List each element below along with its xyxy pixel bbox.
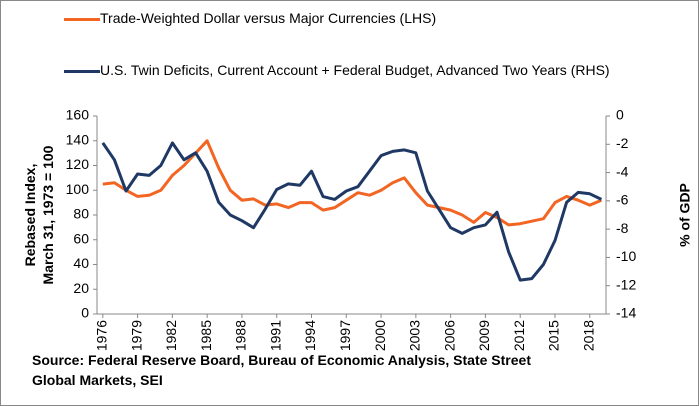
y2-tick-label: 0 — [616, 107, 624, 123]
y-tick-label: 120 — [66, 156, 90, 172]
y2-tick-label: -4 — [616, 163, 629, 179]
y-axis-title-line: March 31, 1973 = 100 — [40, 145, 56, 284]
x-tick-label: 1994 — [302, 320, 318, 351]
y-tick-label: 60 — [73, 230, 89, 246]
x-tick-label: 1991 — [267, 320, 283, 351]
x-tick-label: 1988 — [233, 320, 249, 351]
x-tick-label: 1997 — [337, 320, 353, 351]
y2-tick-label: -14 — [616, 305, 636, 321]
y-tick-label: 140 — [66, 131, 90, 147]
x-tick-label: 1979 — [128, 320, 144, 351]
legend-swatch — [64, 70, 100, 73]
y-tick-label: 160 — [66, 107, 90, 123]
legend-item: Trade-Weighted Dollar versus Major Curre… — [64, 10, 660, 27]
y-axis-title-line: Rebased Index, — [22, 164, 38, 267]
x-tick-label: 1982 — [163, 320, 179, 351]
x-tick-label: 2000 — [372, 320, 388, 351]
y2-axis-title: % of GDP — [677, 183, 693, 247]
x-tick-label: 2003 — [407, 320, 423, 351]
y2-tick-label: -6 — [616, 192, 629, 208]
x-tick-label: 1976 — [94, 320, 110, 351]
y2-tick-label: -10 — [616, 248, 636, 264]
x-tick-label: 2006 — [441, 320, 457, 351]
y2-tick-label: -2 — [616, 135, 629, 151]
x-tick-label: 1985 — [198, 320, 214, 351]
series-line — [102, 139, 602, 227]
x-tick-label: 2012 — [511, 320, 527, 351]
legend-label: Trade-Weighted Dollar versus Major Curre… — [100, 10, 437, 26]
y-tick-label: 80 — [73, 206, 89, 222]
legend-swatch — [64, 18, 100, 21]
source-note: Source: Federal Reserve Board, Bureau of… — [32, 352, 531, 388]
y-tick-label: 0 — [81, 305, 89, 321]
y-axis-title: Rebased Index, March 31, 1973 = 100 — [22, 145, 56, 284]
legend-label: U.S. Twin Deficits, Current Account + Fe… — [100, 62, 610, 78]
x-tick-label: 2009 — [476, 320, 492, 351]
x-tick-label: 2018 — [580, 320, 596, 351]
y2-tick-label: -8 — [616, 220, 629, 236]
y-tick-label: 20 — [73, 280, 89, 296]
y-tick-label: 100 — [66, 181, 90, 197]
series-line — [101, 141, 603, 282]
legend-item: U.S. Twin Deficits, Current Account + Fe… — [64, 62, 660, 79]
y-tick-label: 40 — [73, 255, 89, 271]
x-tick-label: 2015 — [546, 320, 562, 351]
y2-tick-label: -12 — [616, 276, 636, 292]
